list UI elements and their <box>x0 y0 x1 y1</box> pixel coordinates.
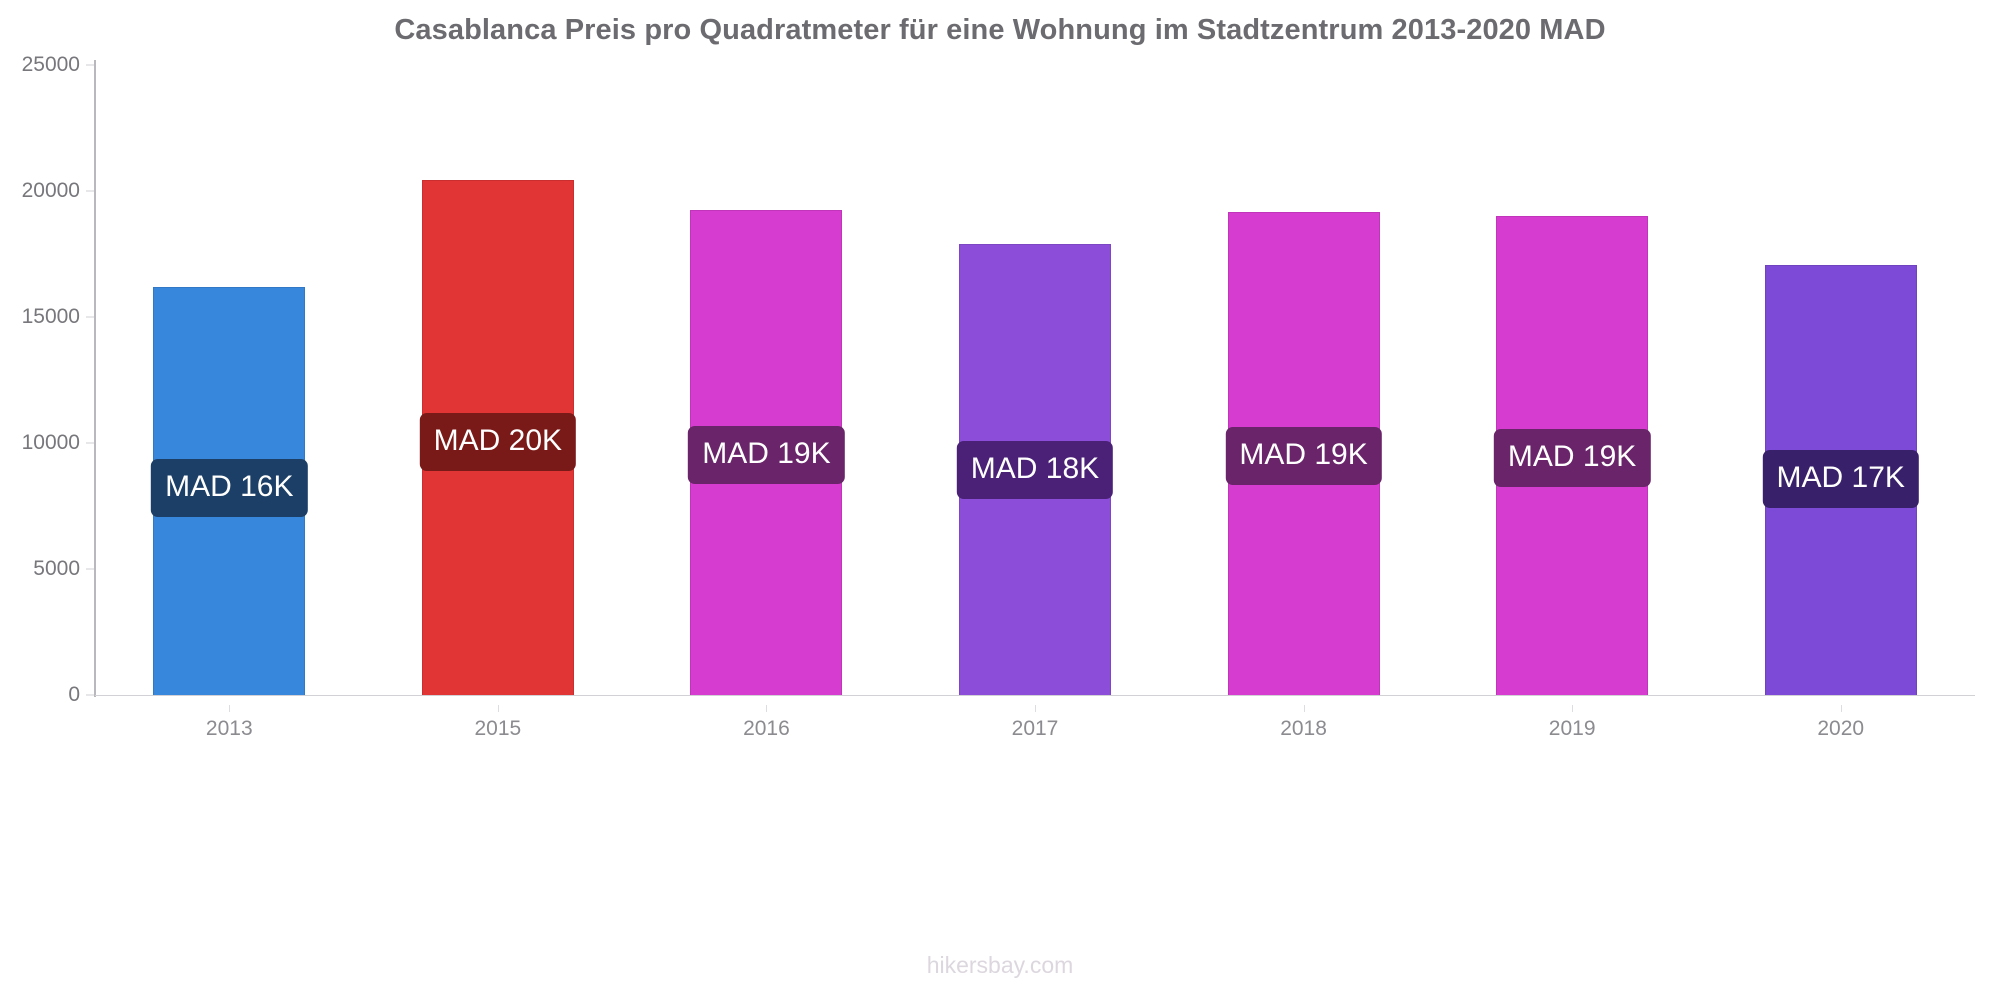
bar-value-label: MAD 16K <box>151 459 308 518</box>
y-axis-tick-mark <box>86 316 94 318</box>
footer-credit: hikersbay.com <box>926 952 1074 978</box>
y-axis-tick-mark <box>86 190 94 192</box>
x-axis-tick-label: 2018 <box>1280 717 1327 740</box>
x-axis-tick-label: 2015 <box>474 717 522 740</box>
x-axis-tick-mark <box>229 705 231 712</box>
bar-value-label: MAD 20K <box>419 412 577 471</box>
y-axis-tick-mark <box>86 694 94 696</box>
y-axis-tick-label: 15000 <box>21 305 80 328</box>
bar-value-label: MAD 19K <box>1493 428 1651 487</box>
bar-value-label: MAD 19K <box>1225 427 1382 486</box>
x-axis-tick-label: 2013 <box>205 717 253 740</box>
x-axis-tick-mark <box>1840 705 1842 712</box>
bar-value-label: MAD 18K <box>956 440 1114 499</box>
x-axis-tick-label: 2016 <box>743 717 790 740</box>
y-axis-tick-label: 5000 <box>33 557 80 580</box>
y-axis-tick-mark <box>86 442 94 444</box>
bar-series: MAD 16K MAD 20K MAD 19K MAD 18K MAD 19K MAD 1… <box>95 65 1975 695</box>
bar-value-label: MAD 19K <box>688 425 845 484</box>
y-axis-tick-label: 10000 <box>21 431 80 454</box>
y-axis-tick-label: 20000 <box>21 179 80 202</box>
bar-group: MAD 17K <box>1706 65 1975 695</box>
x-axis-tick-mark <box>1572 705 1574 712</box>
bar-group: MAD 20K <box>364 65 633 695</box>
bar-group: MAD 16K <box>95 65 364 695</box>
y-axis-tick-label: 25000 <box>21 53 80 76</box>
x-axis-tick-label: 2020 <box>1817 717 1865 740</box>
x-axis-ticks: 2013 2015 2016 2017 2018 2019 2020 <box>95 705 1975 755</box>
x-axis-tick-label: 2019 <box>1548 717 1596 740</box>
y-axis-tick-mark <box>86 568 94 570</box>
x-axis-tick-mark <box>1303 705 1305 712</box>
bar-value-label: MAD 17K <box>1762 450 1919 509</box>
x-axis-tick-mark <box>766 705 768 712</box>
page-title: Casablanca Preis pro Quadratmeter für ei… <box>394 14 1606 46</box>
bar-group: MAD 18K <box>901 65 1170 695</box>
y-axis-line <box>94 60 96 697</box>
x-axis-tick-label: 2017 <box>1011 717 1059 740</box>
bar-group: MAD 19K <box>1438 65 1707 695</box>
x-axis-tick-mark <box>497 705 499 712</box>
x-axis-line <box>95 695 1975 696</box>
y-axis-tick-label: 0 <box>68 683 80 706</box>
bar-group: MAD 19K <box>1169 65 1438 695</box>
bar-group: MAD 19K <box>632 65 901 695</box>
x-axis-tick-mark <box>1035 705 1036 712</box>
y-axis-tick-mark <box>86 64 94 66</box>
